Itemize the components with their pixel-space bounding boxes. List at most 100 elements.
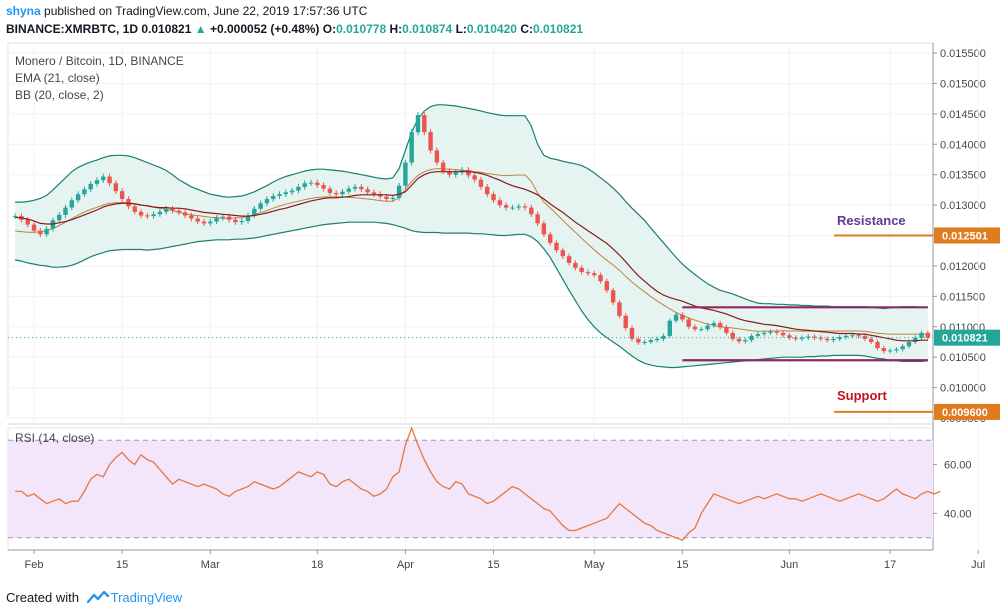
support-value: 0.009600 [942,407,988,419]
candle-body [308,182,314,184]
author-name[interactable]: shyna [6,4,41,18]
candle-body [459,169,465,173]
price-tick-label: 0.014000 [940,139,986,151]
candle-body [516,206,521,208]
legend-rsi: RSI (14, close) [15,431,95,445]
candle-body [107,176,112,184]
price-tick-label: 0.010500 [940,352,986,364]
candle-body [560,250,565,257]
candle-body [182,212,188,216]
price-tick-label: 0.015000 [940,78,986,90]
resistance-tag [934,227,1000,244]
price-tick-label: 0.010000 [940,383,986,395]
candle-body [787,335,792,338]
tradingview-brand[interactable]: TradingView [110,590,183,605]
candle-body [812,336,817,338]
rsi-tick-label: 60.00 [944,460,972,472]
candle-body [440,162,446,172]
candle-body [592,273,597,276]
candle-body [101,176,106,181]
candle-body [277,194,282,197]
candle-body [176,210,182,213]
candle-body [919,332,924,338]
candle-body [780,332,786,336]
candle-body [428,132,433,151]
candle-body [113,183,119,192]
last-price-tag [934,329,1000,346]
price-tick-label: 0.013500 [940,170,986,182]
candle-body [673,314,679,321]
candle-body [82,189,87,195]
symbol-label: BINANCE:XMRBTC, 1D [6,22,138,36]
candle-body [661,335,666,339]
candle-body [761,332,767,335]
candle-body [346,188,351,192]
candle-body [302,183,307,187]
candle-body [63,207,68,215]
candle-body [264,199,270,204]
high-value: 0.010874 [402,22,453,36]
candle-body [900,346,905,350]
time-tick-label: Feb [25,559,44,571]
candle-body [529,207,534,215]
candle-body [503,205,509,208]
candle-body [743,340,748,342]
time-tick-label: 15 [676,559,688,571]
candle-body [220,216,226,218]
candle-body [245,215,251,221]
candle-body [875,341,880,349]
candle-body [371,192,377,195]
candle-body [730,332,735,339]
chart-header: shyna published on TradingView.com, June… [0,0,1006,44]
candle-body [138,211,144,216]
candle-body [699,329,704,331]
candle-body [12,216,18,218]
candle-body [522,206,528,208]
candle-body [132,206,137,212]
bb-upper-line [15,104,928,310]
candle-body [535,214,540,224]
created-with-text: Created with [6,590,79,605]
candle-body [189,215,194,219]
time-tick-label: Jul [971,559,985,571]
rsi-tick-label: 40.00 [944,508,972,520]
candle-body [315,182,320,186]
low-value: 0.010420 [466,22,517,36]
candle-body [554,242,559,251]
candle-body [881,348,886,352]
candle-body [724,327,729,333]
price-tick-label: 0.015500 [940,48,986,60]
candle-body [126,199,131,207]
candle-body [239,220,244,223]
time-tick-label: Mar [201,559,220,571]
candle-body [415,115,421,133]
candle-body [894,349,899,351]
last-price-value: 0.010821 [942,333,988,345]
candle-body [390,197,396,200]
candle-body [623,315,628,328]
candle-body [359,186,364,190]
candle-body [321,185,326,189]
candle-body [208,221,213,224]
candle-body [170,208,175,211]
price-tick-label: 0.011500 [940,291,985,303]
close-value: 0.010821 [532,22,584,36]
candle-body [566,256,572,263]
candle-body [648,340,654,342]
candle-body [818,337,824,339]
open-label: O: [322,22,337,36]
price-tick-label: 0.014500 [940,109,986,121]
candle-body [396,185,402,198]
candle-body [403,162,408,186]
resistance-value: 0.012501 [942,230,988,242]
candle-body [610,290,616,303]
candle-body [686,319,691,327]
candle-body [25,219,30,225]
candle-body [447,171,452,175]
legend-title: Monero / Bitcoin, 1D, BINANCE [15,54,184,68]
bb-band-fill [15,104,928,368]
candle-body [31,224,37,231]
candle-body [75,194,81,201]
candle-body [151,214,156,217]
